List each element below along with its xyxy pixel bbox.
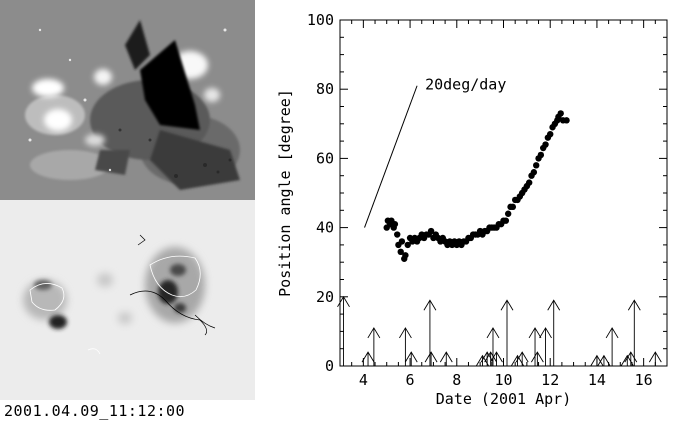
plot-frame (339, 19, 668, 367)
y-axis-label: Position angle [degree] (276, 89, 294, 297)
event-arrow (480, 351, 494, 366)
event-arrow-head (511, 354, 524, 366)
event-arrow (500, 299, 514, 366)
event-arrow-head (547, 299, 561, 311)
event-arrow (367, 327, 381, 366)
event-arrow-head (528, 327, 542, 339)
data-point (557, 110, 564, 117)
magnetogram-image (0, 0, 255, 200)
y-tick-label: 20 (316, 288, 334, 306)
data-point (502, 217, 510, 224)
data-point (547, 130, 554, 138)
event-arrow-head (530, 351, 544, 363)
event-arrow (423, 299, 437, 366)
event-arrow (530, 351, 544, 366)
data-point (563, 117, 570, 124)
event-arrow (484, 351, 498, 366)
data-point (509, 203, 517, 211)
data-point (394, 231, 401, 238)
x-tick-label: 12 (541, 371, 559, 389)
y-tick-label: 40 (316, 219, 334, 237)
event-arrow-head (500, 299, 514, 311)
rate-reference-line (364, 85, 418, 228)
event-arrow (486, 327, 500, 366)
data-point (533, 162, 540, 169)
data-point (542, 141, 549, 148)
continuum-image (0, 200, 255, 400)
data-point (402, 252, 409, 259)
data-point (398, 238, 406, 245)
event-arrow-head (620, 354, 634, 366)
data-point (404, 241, 411, 249)
event-arrow (648, 351, 662, 366)
event-arrow-head (399, 327, 412, 339)
event-arrow (424, 351, 438, 366)
event-arrow-head (539, 327, 552, 339)
x-tick-label: 4 (359, 371, 368, 389)
x-axis-label: Date (2001 Apr) (436, 390, 571, 408)
event-arrow (439, 351, 453, 366)
data-point (504, 210, 512, 217)
annotation-label: 20deg/day (425, 76, 506, 94)
event-arrow (337, 295, 350, 366)
data-point (530, 169, 538, 176)
y-tick-label: 80 (316, 80, 334, 98)
y-tick-label: 60 (316, 149, 334, 167)
event-arrow-head (337, 295, 350, 308)
x-tick-label: 8 (452, 371, 461, 389)
data-point (525, 179, 533, 186)
data-point (537, 151, 545, 159)
event-arrow (627, 299, 641, 366)
event-arrow-head (480, 351, 494, 363)
event-arrow-head (424, 351, 438, 363)
event-arrow (528, 327, 542, 366)
event-arrow-head (597, 354, 611, 366)
x-tick-label: 14 (588, 371, 606, 389)
event-arrow-head (627, 299, 641, 311)
event-arrow-head (490, 351, 503, 363)
event-arrow (404, 351, 418, 366)
event-arrow-head (423, 299, 437, 311)
x-tick-label: 16 (635, 371, 653, 389)
data-point (427, 227, 435, 235)
event-arrow-head (404, 351, 418, 363)
event-arrow (515, 351, 529, 366)
event-arrow-head (648, 351, 662, 363)
data-point (397, 248, 404, 256)
event-arrow-head (484, 351, 498, 363)
event-arrow-head (439, 351, 453, 363)
y-tick-label: 100 (307, 11, 334, 29)
event-arrow (590, 354, 604, 366)
data-point (391, 220, 399, 228)
event-arrow (597, 354, 611, 366)
event-arrow-head (486, 327, 500, 339)
image-timestamp: 2001.04.09_11:12:00 (4, 402, 186, 420)
event-arrow-head (476, 354, 489, 366)
event-arrow-head (361, 351, 375, 363)
event-arrow-head (515, 351, 529, 363)
event-arrow (605, 327, 619, 366)
event-arrow (490, 351, 503, 366)
event-arrow (399, 327, 412, 366)
x-tick-label: 10 (494, 371, 512, 389)
event-arrow-head (590, 354, 604, 366)
event-arrow (361, 351, 375, 366)
event-arrow-head (624, 351, 638, 363)
event-arrow (624, 351, 638, 366)
event-arrow (539, 327, 552, 366)
event-arrow-head (367, 327, 381, 339)
event-arrow-head (605, 327, 619, 339)
y-tick-label: 0 (325, 357, 334, 375)
event-arrow (547, 299, 561, 366)
x-tick-label: 6 (406, 371, 415, 389)
